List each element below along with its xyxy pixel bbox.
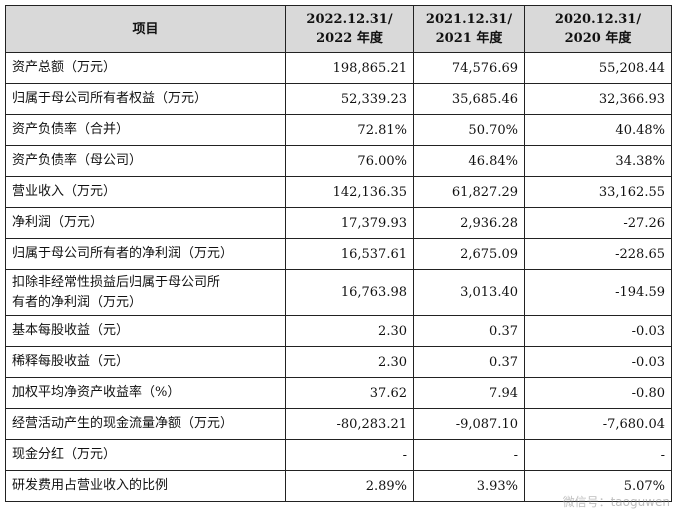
- row-label: 经营活动产生的现金流量净额（万元）: [5, 408, 286, 440]
- cell-2020: -7,680.04: [524, 408, 672, 440]
- table-row: 资产负债率（合并） 72.81% 50.70% 40.48%: [5, 114, 672, 146]
- table-row: 营业收入（万元） 142,136.35 61,827.29 33,162.55: [5, 176, 672, 208]
- cell-2022: 142,136.35: [285, 176, 414, 208]
- row-label: 营业收入（万元）: [5, 176, 286, 208]
- cell-2021: 46.84%: [413, 145, 525, 177]
- cell-2022: 37.62: [285, 377, 414, 409]
- cell-2022: 76.00%: [285, 145, 414, 177]
- cell-2022: 16,763.98: [285, 269, 414, 316]
- row-label: 研发费用占营业收入的比例: [5, 470, 286, 502]
- cell-2020: 32,366.93: [524, 83, 672, 115]
- cell-2021: 2,675.09: [413, 238, 525, 270]
- row-label: 归属于母公司所有者的净利润（万元）: [5, 238, 286, 270]
- cell-2020: -0.03: [524, 346, 672, 378]
- cell-2020: -194.59: [524, 269, 672, 316]
- cell-2021: 3,013.40: [413, 269, 525, 316]
- table-row: 现金分红（万元） - - -: [5, 439, 672, 471]
- table-row: 归属于母公司所有者的净利润（万元） 16,537.61 2,675.09 -22…: [5, 238, 672, 270]
- cell-2021: 35,685.46: [413, 83, 525, 115]
- cell-2021: 7.94: [413, 377, 525, 409]
- cell-2022: 2.30: [285, 315, 414, 347]
- table-row: 资产负债率（母公司） 76.00% 46.84% 34.38%: [5, 145, 672, 177]
- cell-2020: 5.07%: [524, 470, 672, 502]
- cell-2020: -0.03: [524, 315, 672, 347]
- header-item: 项目: [5, 5, 286, 53]
- cell-2022: 2.89%: [285, 470, 414, 502]
- cell-2022: 52,339.23: [285, 83, 414, 115]
- table-row: 净利润（万元） 17,379.93 2,936.28 -27.26: [5, 207, 672, 239]
- watermark: 微信号：taoguwen: [562, 495, 670, 509]
- row-label: 资产总额（万元）: [5, 52, 286, 84]
- cell-2021: 61,827.29: [413, 176, 525, 208]
- cell-2021: 0.37: [413, 346, 525, 378]
- table-row: 基本每股收益（元） 2.30 0.37 -0.03: [5, 315, 672, 347]
- table-row: 研发费用占营业收入的比例 2.89% 3.93% 5.07%: [5, 470, 672, 502]
- cell-2021: 0.37: [413, 315, 525, 347]
- cell-2022: 198,865.21: [285, 52, 414, 84]
- cell-2022: -80,283.21: [285, 408, 414, 440]
- header-row: 项目 2022.12.31/2022 年度 2021.12.31/2021 年度…: [5, 5, 672, 53]
- cell-2022: 72.81%: [285, 114, 414, 146]
- table-row: 资产总额（万元） 198,865.21 74,576.69 55,208.44: [5, 52, 672, 84]
- cell-2020: -27.26: [524, 207, 672, 239]
- cell-2022: 2.30: [285, 346, 414, 378]
- row-label: 归属于母公司所有者权益（万元）: [5, 83, 286, 115]
- cell-2020: 40.48%: [524, 114, 672, 146]
- cell-2022: -: [285, 439, 414, 471]
- cell-2020: 55,208.44: [524, 52, 672, 84]
- cell-2020: 33,162.55: [524, 176, 672, 208]
- row-label: 资产负债率（合并）: [5, 114, 286, 146]
- row-label: 基本每股收益（元）: [5, 315, 286, 347]
- header-2021: 2021.12.31/2021 年度: [413, 5, 525, 53]
- table-row: 经营活动产生的现金流量净额（万元） -80,283.21 -9,087.10 -…: [5, 408, 672, 440]
- header-2022: 2022.12.31/2022 年度: [285, 5, 414, 53]
- cell-2021: 74,576.69: [413, 52, 525, 84]
- cell-2021: 50.70%: [413, 114, 525, 146]
- cell-2021: 3.93%: [413, 470, 525, 502]
- cell-2020: 34.38%: [524, 145, 672, 177]
- cell-2022: 17,379.93: [285, 207, 414, 239]
- header-2020: 2020.12.31/2020 年度: [524, 5, 672, 53]
- cell-2022: 16,537.61: [285, 238, 414, 270]
- row-label: 净利润（万元）: [5, 207, 286, 239]
- row-label: 资产负债率（母公司）: [5, 145, 286, 177]
- cell-2020: -0.80: [524, 377, 672, 409]
- financial-table: 项目 2022.12.31/2022 年度 2021.12.31/2021 年度…: [5, 5, 672, 502]
- table-row: 加权平均净资产收益率（%） 37.62 7.94 -0.80: [5, 377, 672, 409]
- cell-2021: -9,087.10: [413, 408, 525, 440]
- row-label: 现金分红（万元）: [5, 439, 286, 471]
- table-row: 归属于母公司所有者权益（万元） 52,339.23 35,685.46 32,3…: [5, 83, 672, 115]
- cell-2020: -: [524, 439, 672, 471]
- table-row: 稀释每股收益（元） 2.30 0.37 -0.03: [5, 346, 672, 378]
- row-label: 扣除非经常性损益后归属于母公司所 有者的净利润（万元）: [5, 269, 286, 316]
- row-label: 加权平均净资产收益率（%）: [5, 377, 286, 409]
- cell-2021: 2,936.28: [413, 207, 525, 239]
- row-label: 稀释每股收益（元）: [5, 346, 286, 378]
- table-row: 扣除非经常性损益后归属于母公司所 有者的净利润（万元） 16,763.98 3,0…: [5, 269, 672, 316]
- cell-2020: -228.65: [524, 238, 672, 270]
- cell-2021: -: [413, 439, 525, 471]
